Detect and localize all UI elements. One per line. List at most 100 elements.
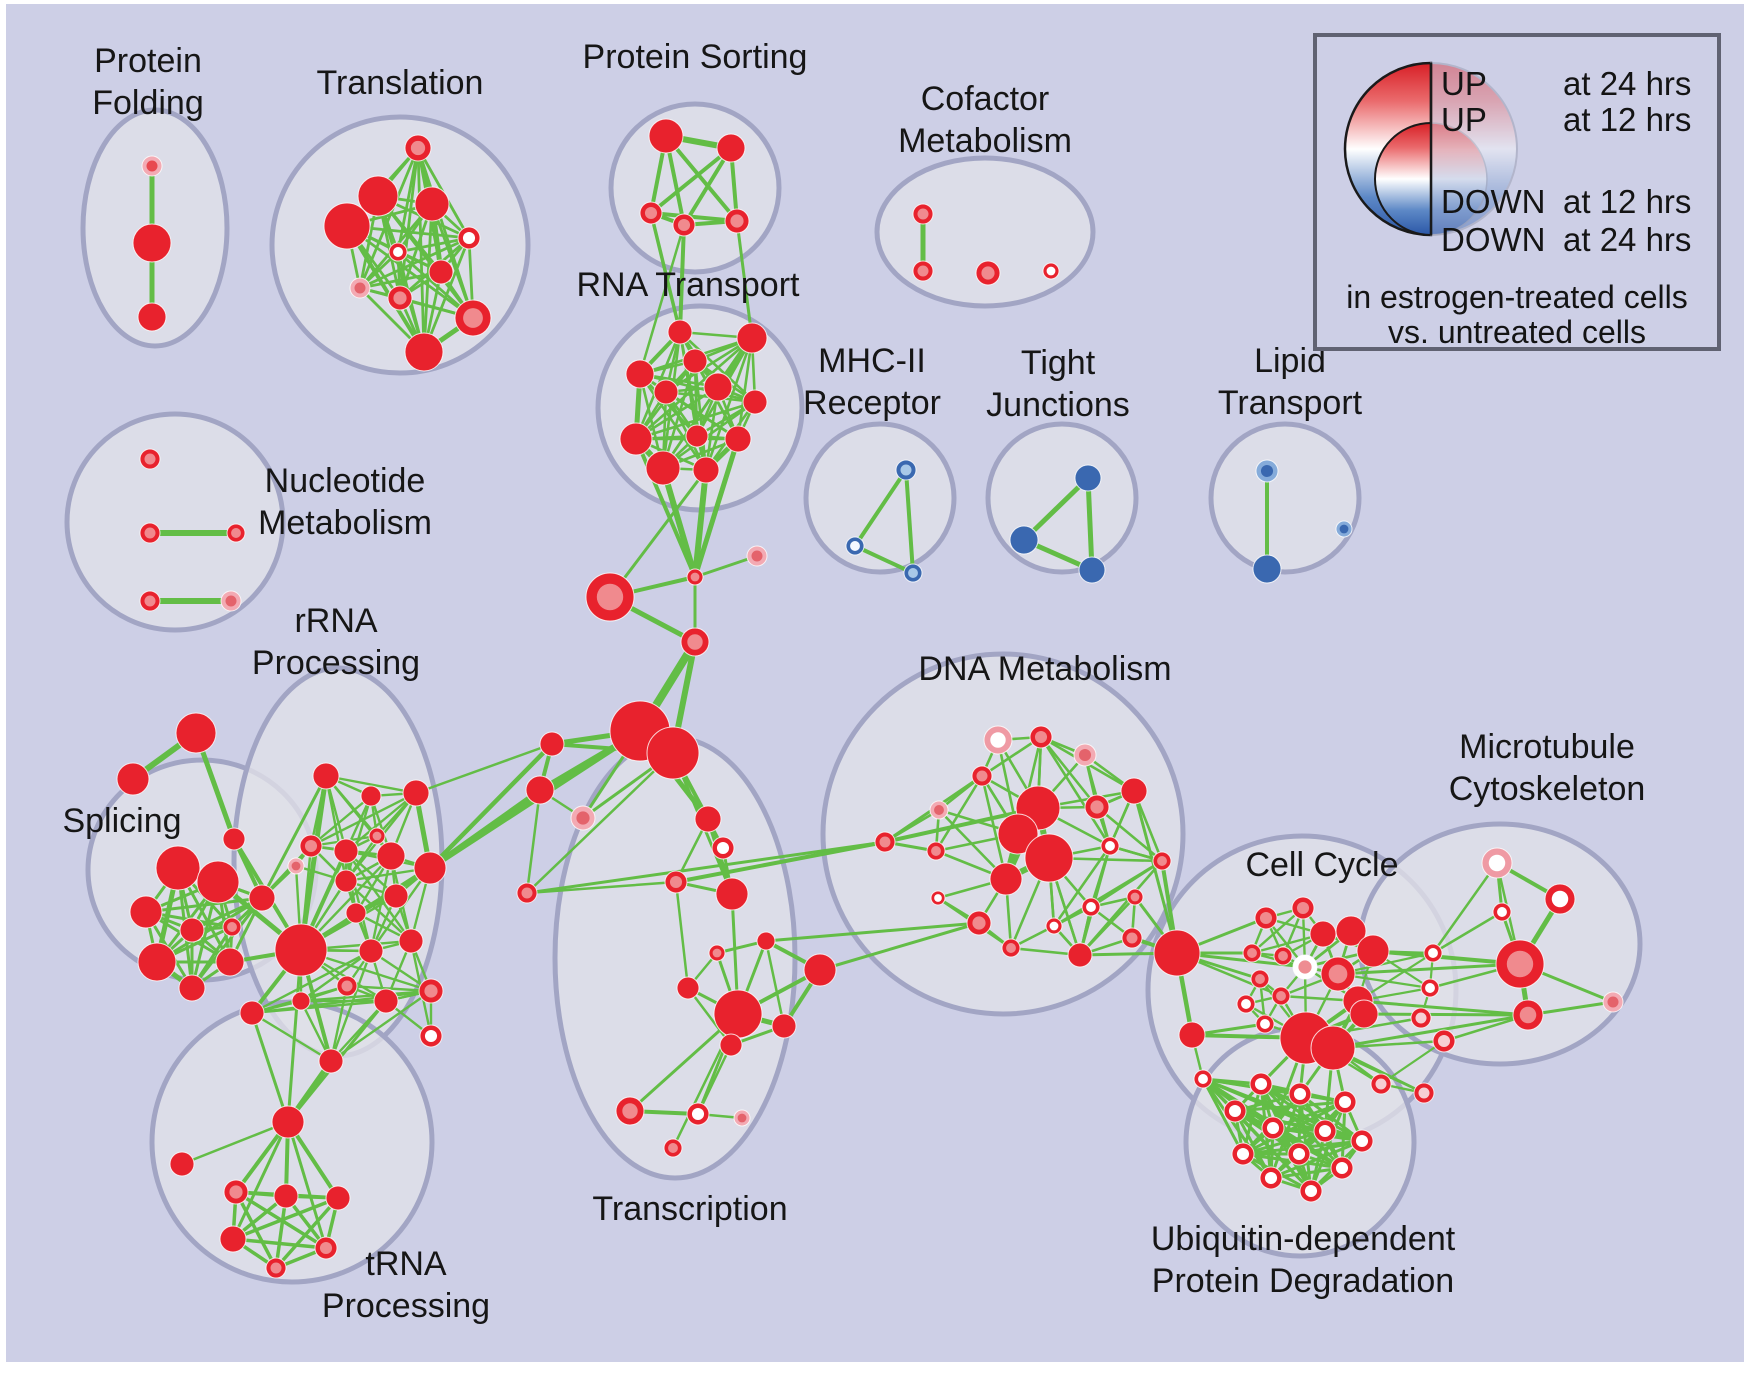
node-sp-5: [137, 942, 177, 982]
node-core-tr-9: [463, 308, 483, 328]
cluster-label-nm-line0: Nucleotide: [265, 462, 426, 500]
node-rt-1: [736, 322, 768, 354]
edge: [661, 359, 697, 470]
edge: [664, 390, 708, 472]
edge: [1021, 475, 1091, 543]
node-rt-8: [685, 424, 709, 448]
edge: [231, 1237, 328, 1250]
edge: [1241, 1129, 1327, 1156]
node-core-lt-0: [1260, 464, 1274, 478]
node-tj-2: [1078, 556, 1106, 584]
node-rr-10: [383, 883, 409, 909]
node-core-ch-6: [596, 583, 624, 611]
edge: [231, 1120, 290, 1241]
node-core-nm-1: [144, 527, 156, 539]
cluster-label-cf-line1: Metabolism: [898, 122, 1072, 160]
edge: [692, 436, 741, 580]
node-dm-6: [1120, 777, 1148, 805]
edge: [1039, 735, 1112, 848]
legend-row-down12-time: at 12 hrs: [1563, 183, 1692, 220]
node-core-lt-2: [1339, 524, 1349, 534]
node-core-pf-0: [146, 160, 158, 172]
node-core-dm-2: [1034, 730, 1048, 744]
node-core-cc-24: [1418, 1087, 1430, 1099]
cluster-hull-lt: [1208, 421, 1362, 575]
node-core-ps-2: [644, 206, 658, 220]
node-rr-0: [312, 762, 340, 790]
edge: [883, 806, 1040, 844]
node-core-cc-19: [1428, 948, 1438, 958]
node-core-ch-7: [687, 634, 703, 650]
edge: [649, 146, 733, 215]
edge: [1431, 910, 1504, 955]
node-tp-5: [219, 1225, 247, 1253]
node-core-nm-2: [231, 528, 241, 538]
node-tr-6: [428, 259, 454, 285]
node-tc-3: [715, 877, 749, 911]
node-core-ub-7: [1355, 1134, 1369, 1148]
node-tc-10: [719, 1033, 743, 1057]
node-rt-7: [619, 422, 653, 456]
legend-row-up12-dir: UP: [1441, 101, 1487, 138]
edge: [344, 849, 413, 943]
legend-node-glyph-icon: [1343, 61, 1518, 237]
node-core-ub-5: [1266, 1121, 1280, 1135]
edge: [649, 211, 739, 223]
node-tp-3: [273, 1183, 299, 1209]
node-rr-12: [274, 923, 328, 977]
node-core-cc-13: [1276, 991, 1286, 1001]
legend-row-down24-time: at 24 hrs: [1563, 221, 1692, 258]
node-tj-1: [1009, 525, 1039, 555]
node-cc-0: [1153, 929, 1201, 977]
edge: [414, 742, 554, 795]
node-core-ub-10: [1335, 1161, 1349, 1175]
node-ps-0: [648, 118, 684, 154]
node-tc-6: [803, 953, 837, 987]
node-core-dm-16: [972, 916, 986, 930]
node-bl-2: [222, 827, 246, 851]
node-core-mc-4: [1519, 1006, 1537, 1024]
node-core-tc-13: [737, 1113, 747, 1123]
node-core-dm-15: [934, 894, 942, 902]
network-nodes: [116, 118, 1624, 1279]
cluster-label-tp-line0: tRNA: [365, 1245, 447, 1283]
edge: [345, 224, 475, 320]
node-core-ub-9: [1292, 1147, 1306, 1161]
node-core-tc-12: [691, 1107, 705, 1121]
node-tp-4: [325, 1185, 351, 1211]
node-core-cc-14: [1260, 1019, 1270, 1029]
node-rr-21: [318, 1048, 344, 1074]
edge: [1269, 1166, 1344, 1180]
node-core-mc-5: [1607, 996, 1619, 1008]
cluster-label-tc-line0: Transcription: [592, 1190, 787, 1228]
edge: [298, 773, 329, 953]
node-core-cc-3: [1296, 901, 1310, 915]
node-core-cc-2: [1259, 911, 1273, 925]
edge: [1132, 789, 1179, 955]
node-pf-1: [132, 223, 172, 263]
node-cc-18: [1310, 1025, 1356, 1071]
cluster-hull-nm: [64, 411, 286, 633]
node-sp-8: [248, 884, 276, 912]
legend-caption-line2: vs. untreated cells: [1388, 314, 1646, 350]
cluster-hull-mh: [803, 421, 957, 575]
node-core-tp-2: [229, 1185, 243, 1199]
node-core-dm-18: [1086, 902, 1096, 912]
edge: [260, 774, 328, 900]
edge: [525, 880, 678, 895]
edge: [853, 544, 915, 575]
node-cc-16: [1349, 999, 1379, 1029]
node-core-ub-12: [1304, 1184, 1318, 1198]
edge: [764, 921, 981, 943]
node-sp-7: [215, 947, 245, 977]
edge: [638, 223, 686, 376]
node-core-dm-22: [1126, 932, 1138, 944]
node-core-cc-20: [1425, 983, 1435, 993]
node-core-dm-13: [1105, 841, 1115, 851]
node-sp-0: [155, 845, 201, 891]
node-core-cc-10: [1328, 964, 1348, 984]
node-core-nm-4: [225, 595, 237, 607]
node-core-tc-1: [716, 841, 730, 855]
node-core-dm-20: [1006, 943, 1016, 953]
node-core-tc-14: [668, 1143, 678, 1153]
